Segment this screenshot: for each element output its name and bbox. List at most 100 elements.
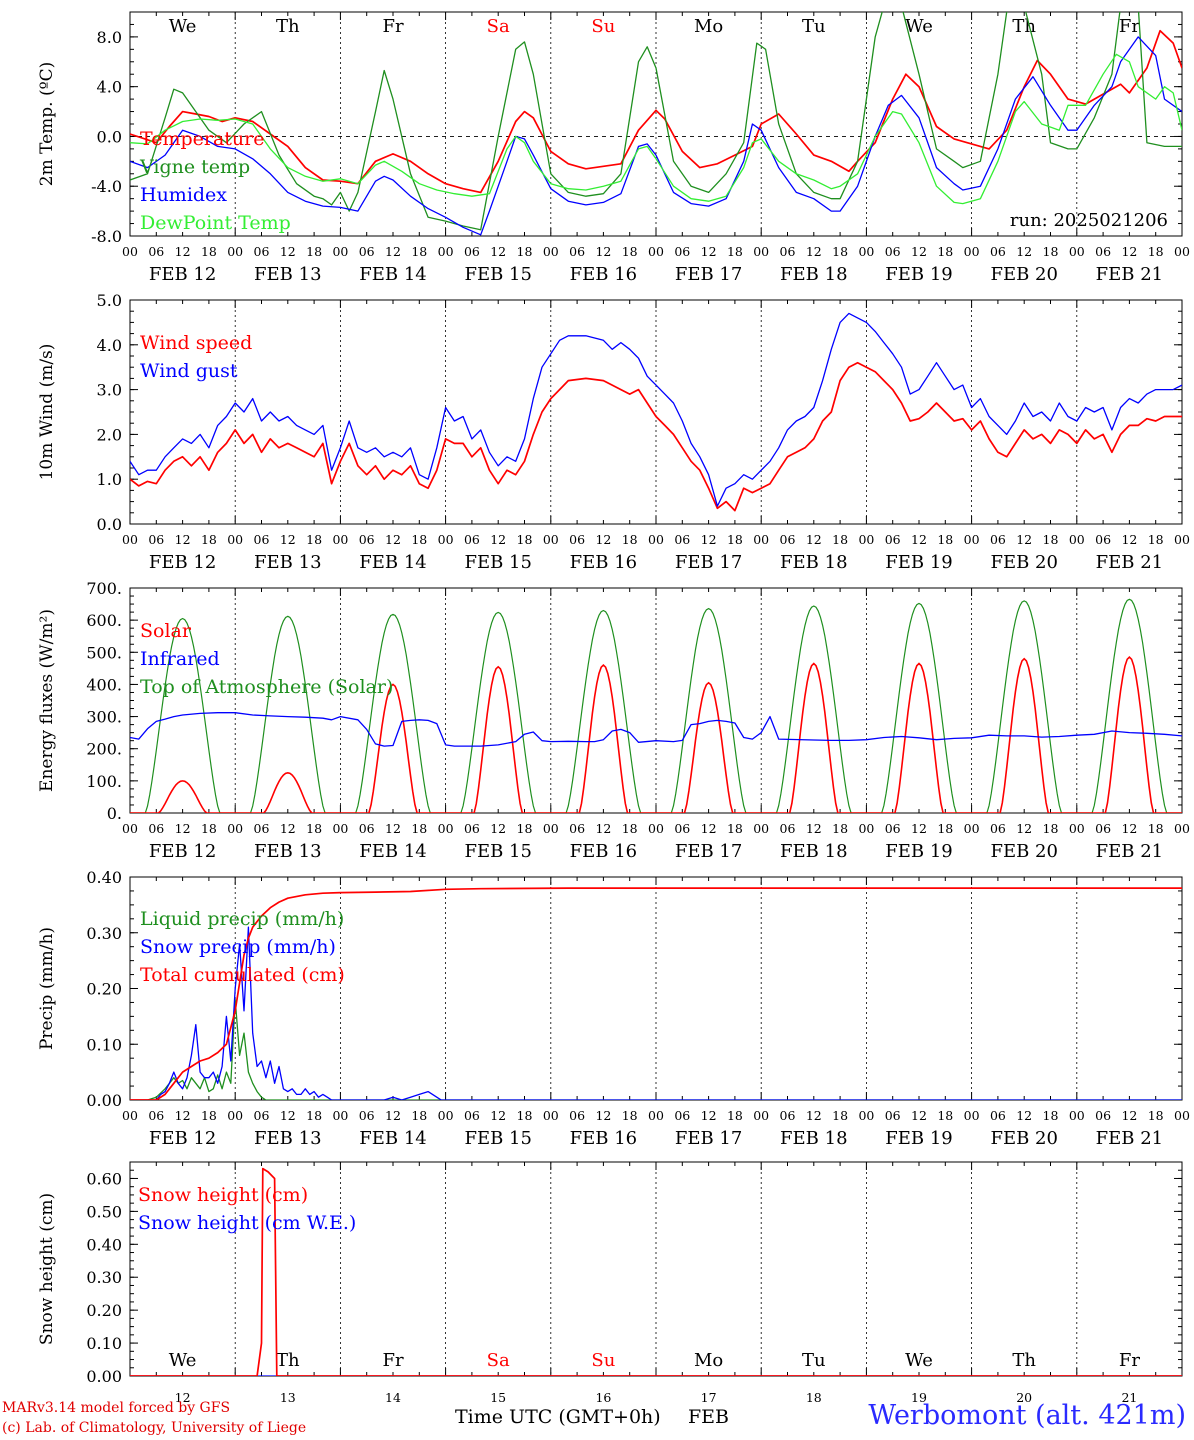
x-hour-label: 12	[175, 532, 191, 547]
x-hour-label: 18	[622, 1108, 638, 1123]
x-date-label: FEB 16	[570, 552, 637, 573]
y-tick-label: 0.20	[86, 1301, 122, 1320]
y-tick-label: 0.40	[86, 1235, 122, 1254]
x-hour-label: 12	[490, 821, 506, 836]
x-hour-label: 18	[517, 1108, 533, 1123]
x-hour-label: 00	[227, 1108, 243, 1123]
day-number-label: 14	[385, 1390, 401, 1405]
x-date-label: FEB 19	[885, 841, 952, 862]
x-hour-label: 12	[385, 244, 401, 259]
y-tick-label: -4.0	[91, 177, 122, 196]
x-hour-label: 06	[990, 1108, 1006, 1123]
x-hour-label: 18	[1043, 821, 1059, 836]
x-hour-label: 18	[937, 1108, 953, 1123]
x-hour-label: 00	[438, 1108, 454, 1123]
x-hour-label: 18	[201, 1108, 217, 1123]
x-hour-label: 06	[990, 532, 1006, 547]
y-tick-label: 2.0	[97, 425, 122, 444]
x-hour-label: 18	[1148, 821, 1164, 836]
legend-entry: DewPoint Temp	[140, 212, 291, 234]
x-hour-label: 12	[595, 244, 611, 259]
x-hour-label: 12	[911, 821, 927, 836]
series-solar	[130, 655, 1182, 813]
x-hour-label: 00	[122, 1108, 138, 1123]
x-hour-label: 06	[780, 244, 796, 259]
x-hour-label: 12	[806, 821, 822, 836]
x-hour-label: 06	[464, 1108, 480, 1123]
x-hour-label: 00	[1174, 821, 1190, 836]
day-name-label: Sa	[487, 1350, 510, 1371]
x-hour-label: 18	[306, 1108, 322, 1123]
x-hour-label: 12	[280, 821, 296, 836]
legend-entry: Wind speed	[140, 332, 252, 354]
x-hour-label: 00	[543, 244, 559, 259]
y-axis-label: Snow height (cm)	[37, 1193, 57, 1345]
x-date-label: FEB 17	[675, 552, 742, 573]
x-date-label: FEB 21	[1096, 264, 1163, 285]
x-hour-label: 18	[937, 821, 953, 836]
day-name-label: Th	[276, 16, 300, 37]
x-hour-label: 18	[411, 532, 427, 547]
x-hour-label: 06	[569, 821, 585, 836]
x-hour-label: 06	[569, 532, 585, 547]
x-hour-label: 00	[122, 244, 138, 259]
x-hour-label: 18	[306, 821, 322, 836]
site-title: Werbomont (alt. 421m)	[868, 1400, 1186, 1431]
x-date-label: FEB 15	[464, 841, 531, 862]
series-dewpoint-temp	[130, 53, 1182, 205]
x-date-label: FEB 18	[780, 1128, 847, 1149]
x-hour-label: 00	[332, 1108, 348, 1123]
y-tick-label: 200.	[86, 740, 122, 759]
x-hour-label: 00	[543, 1108, 559, 1123]
legend-entry: Solar	[140, 620, 192, 642]
y-tick-label: 0.40	[86, 868, 122, 887]
x-date-label: FEB 16	[570, 1128, 637, 1149]
day-number-label: 17	[701, 1390, 717, 1405]
x-hour-label: 18	[201, 532, 217, 547]
x-date-label: FEB 15	[464, 264, 531, 285]
x-hour-label: 18	[306, 244, 322, 259]
day-name-label: Fr	[382, 16, 403, 37]
x-date-label: FEB 17	[675, 841, 742, 862]
panel-snow: 0.00 0.10 0.20 0.30 0.40 0.50 0.60 Snow height …	[37, 1161, 1183, 1405]
x-hour-label: 06	[674, 1108, 690, 1123]
x-hour-label: 12	[385, 821, 401, 836]
y-tick-label: 5.0	[97, 291, 122, 310]
y-tick-label: 0.30	[86, 924, 122, 943]
x-hour-label: 06	[674, 244, 690, 259]
x-date-label: FEB 13	[254, 264, 321, 285]
x-hour-label: 12	[701, 532, 717, 547]
x-hour-label: 00	[858, 532, 874, 547]
x-hour-label: 12	[1016, 532, 1032, 547]
series-vigne-temp	[130, 12, 1182, 231]
x-hour-label: 06	[885, 821, 901, 836]
y-axis-label: 10m Wind (m/s)	[37, 344, 57, 481]
x-hour-label: 12	[595, 821, 611, 836]
legend-entry: Humidex	[140, 184, 227, 206]
x-hour-label: 12	[1121, 244, 1137, 259]
series-group	[130, 887, 1182, 1100]
day-name-label: We	[905, 16, 933, 37]
y-tick-label: 3.0	[97, 381, 122, 400]
x-date-label: FEB 14	[359, 841, 426, 862]
x-hour-label: 12	[701, 1108, 717, 1123]
x-date-label: FEB 17	[675, 264, 742, 285]
x-hour-label: 00	[753, 244, 769, 259]
x-hour-label: 18	[937, 532, 953, 547]
x-date-label: FEB 15	[464, 1128, 531, 1149]
y-tick-label: 600.	[86, 611, 122, 630]
x-date-label: FEB 17	[675, 1128, 742, 1149]
x-hour-label: 18	[517, 532, 533, 547]
day-name-label: Mo	[694, 16, 723, 37]
x-hour-label: 06	[569, 1108, 585, 1123]
y-tick-label: 500.	[86, 643, 122, 662]
panel-precip: 0.00 0.10 0.20 0.30 0.40 Precip (mm/h) 00 06 12 1…	[37, 868, 1190, 1149]
run-label: run: 2025021206	[1010, 210, 1168, 231]
x-hour-label: 06	[885, 244, 901, 259]
x-date-label: FEB 14	[359, 264, 426, 285]
day-name-label: We	[905, 1350, 933, 1371]
x-date-label: FEB 20	[990, 552, 1057, 573]
legend-entry: Liquid precip (mm/h)	[140, 908, 344, 930]
x-hour-label: 06	[359, 244, 375, 259]
